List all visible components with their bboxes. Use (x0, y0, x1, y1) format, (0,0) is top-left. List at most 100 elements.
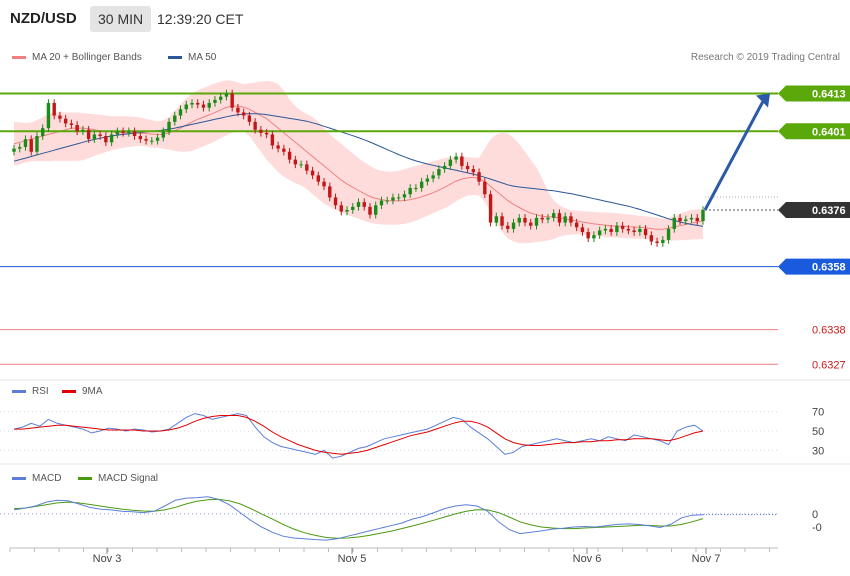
candle-body (328, 186, 332, 198)
candle-body (201, 104, 206, 108)
candle-body (207, 102, 211, 108)
candle-body (523, 217, 527, 223)
legend-swatch-bollinger (12, 55, 26, 59)
candle-body (316, 175, 321, 182)
candle-body (540, 217, 544, 220)
candle-body (293, 159, 298, 165)
x-axis-tick-label: Nov 3 (93, 553, 122, 565)
candle-body (46, 102, 51, 129)
candle-body (351, 206, 355, 210)
candle-body (270, 134, 275, 146)
price-tag-label-resistance: 0.6413 (812, 89, 846, 101)
candle-body (310, 170, 315, 176)
macd-tick-label: 0 (812, 509, 818, 521)
candle-body (115, 131, 120, 135)
candle-body (460, 156, 464, 166)
candle-body (35, 136, 39, 152)
candle-body (655, 241, 659, 244)
candle-body (597, 230, 602, 236)
candle-body (322, 181, 326, 187)
candle-body (69, 123, 74, 125)
candle-body (81, 129, 85, 132)
candle-body (638, 228, 642, 233)
candle-body (213, 99, 217, 103)
candle-body (230, 93, 234, 108)
candle-body (534, 217, 539, 226)
x-axis-tick-label: Nov 6 (573, 553, 602, 565)
candle-body (563, 216, 567, 223)
candle-body (689, 217, 694, 220)
candle-body (649, 235, 654, 242)
candle-body (396, 197, 401, 199)
candle-body (574, 222, 579, 228)
clock-time: 12:39:20 CET (157, 11, 244, 27)
candle-body (368, 206, 372, 215)
candle-body (506, 225, 510, 229)
candle-body (264, 132, 269, 135)
candle-body (465, 165, 470, 170)
candle-body (190, 102, 194, 105)
candle-body (276, 145, 280, 149)
level-label-target: 0.6327 (812, 359, 846, 371)
timeframe-badge[interactable]: 30 MIN (90, 6, 152, 32)
legend-swatch-macd-signal (78, 476, 92, 480)
rsi-line (13, 413, 704, 459)
candle-body (529, 222, 533, 226)
candle-body (98, 134, 102, 137)
candle-body (167, 121, 171, 132)
candle-body (678, 217, 682, 222)
candle-body (632, 230, 636, 233)
candle-body (391, 197, 395, 201)
price-tag-support (778, 258, 850, 275)
candle-body (569, 216, 573, 223)
macd-signal-line (13, 498, 704, 539)
candle-body (666, 228, 671, 240)
legend-item-9ma: 9MA (62, 385, 103, 399)
legend-swatch-rsi (12, 389, 26, 393)
candle-body (408, 187, 412, 195)
candle-body (184, 104, 188, 110)
legend-label-rsi: RSI (32, 386, 49, 397)
bollinger-band (14, 80, 703, 244)
projection-arrow-shaft (703, 98, 766, 211)
candle-body (127, 131, 131, 133)
candle-body (144, 139, 148, 141)
legend-swatch-ma50 (168, 55, 182, 59)
legend-item-macd-signal: MACD Signal (78, 472, 158, 486)
candle-body (494, 216, 499, 223)
level-label-target: 0.6338 (812, 325, 846, 337)
x-axis-tick-label: Nov 7 (692, 553, 721, 565)
candle-body (356, 202, 361, 207)
candle-body (92, 134, 97, 140)
candle-body (437, 169, 441, 176)
candle-body (500, 216, 504, 226)
candle-body (701, 210, 705, 222)
candle-body (224, 93, 229, 97)
candle-body (29, 139, 33, 152)
candle-body (333, 197, 338, 206)
legend-item-macd: MACD (12, 472, 61, 486)
macd-tick-label: -0 (812, 522, 822, 534)
candle-body (259, 129, 263, 133)
candle-body (196, 102, 200, 105)
price-tag-label-current: 0.6376 (812, 205, 846, 217)
candle-body (18, 147, 22, 149)
rsi-9ma-line (14, 415, 704, 455)
legend-item-bollinger: MA 20 + Bollinger Bands (12, 51, 142, 65)
credit-text: Research © 2019 Trading Central (690, 52, 840, 63)
candle-body (41, 128, 45, 137)
candle-body (178, 109, 183, 116)
candle-body (132, 131, 137, 137)
candle-body (109, 134, 114, 143)
candle-body (362, 202, 366, 207)
candle-body (580, 227, 585, 233)
candle-body (431, 175, 435, 179)
rsi-tick-label: 70 (812, 407, 824, 419)
candle-body (414, 187, 418, 189)
candle-body (58, 115, 62, 119)
candle-body (488, 194, 493, 223)
candle-body (620, 225, 625, 229)
candle-body (592, 235, 596, 239)
candle-body (454, 156, 458, 160)
